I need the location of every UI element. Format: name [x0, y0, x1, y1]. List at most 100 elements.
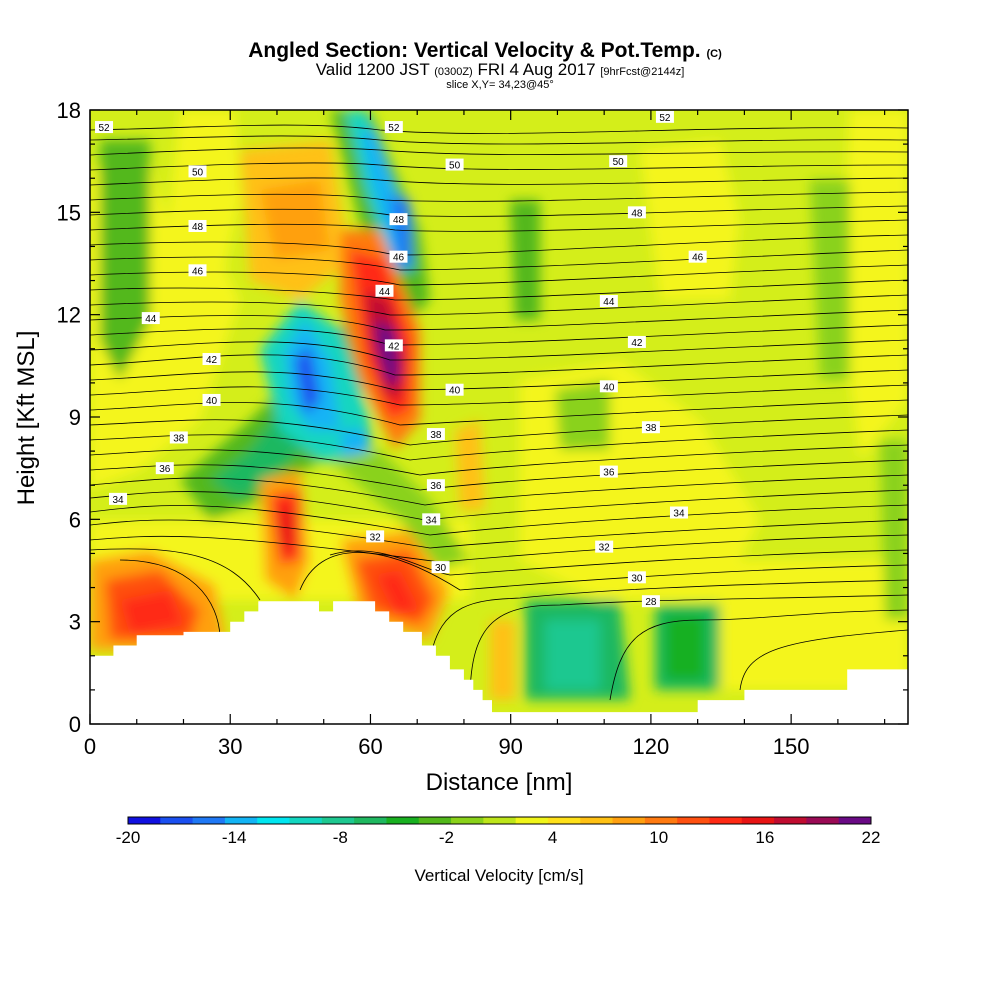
- colorbar-tick-label: 4: [548, 828, 557, 847]
- colorbar-swatch: [160, 817, 194, 824]
- x-tick-label: 150: [773, 734, 810, 759]
- svg-text:46: 46: [692, 253, 704, 264]
- colorbar-swatch: [644, 817, 678, 824]
- svg-text:32: 32: [370, 532, 382, 543]
- colorbar-swatch: [354, 817, 387, 824]
- svg-text:36: 36: [603, 468, 615, 479]
- theta-label: 38: [641, 421, 660, 434]
- x-tick-label: 60: [358, 734, 382, 759]
- svg-text:50: 50: [613, 157, 625, 168]
- svg-text:34: 34: [112, 495, 124, 506]
- colorbar-swatch: [451, 817, 484, 824]
- x-tick-label: 30: [218, 734, 242, 759]
- colorbar-tick-label: -14: [222, 828, 247, 847]
- y-tick-label: 9: [69, 405, 81, 430]
- colorbar-swatch: [128, 817, 161, 824]
- theta-label: 38: [169, 431, 188, 444]
- svg-text:38: 38: [173, 433, 185, 444]
- y-tick-label: 18: [57, 98, 81, 123]
- svg-text:52: 52: [388, 123, 400, 134]
- x-tick-label: 90: [498, 734, 522, 759]
- theta-label: 38: [426, 428, 445, 441]
- theta-label: 44: [599, 295, 618, 308]
- svg-text:28: 28: [645, 597, 657, 608]
- svg-text:40: 40: [603, 382, 615, 393]
- theta-label: 28: [641, 595, 660, 608]
- theta-label: 42: [384, 339, 403, 352]
- colorbar: [127, 816, 872, 825]
- y-tick-label: 15: [57, 200, 81, 225]
- theta-label: 52: [384, 121, 403, 134]
- theta-label: 34: [669, 506, 688, 520]
- svg-text:40: 40: [449, 386, 461, 397]
- theta-label: 42: [202, 353, 221, 366]
- svg-text:30: 30: [631, 573, 643, 584]
- colorbar-swatch: [547, 817, 581, 824]
- y-tick-label: 6: [69, 507, 81, 532]
- colorbar-tick-label: -2: [439, 828, 454, 847]
- x-axis-label: Distance [nm]: [426, 769, 573, 796]
- chart-slice-info: slice X,Y= 34,23@45°: [446, 79, 554, 91]
- colorbar-swatch: [192, 817, 226, 824]
- svg-text:46: 46: [192, 266, 204, 277]
- svg-text:48: 48: [631, 208, 643, 219]
- colorbar-tick-label: -8: [333, 828, 348, 847]
- y-tick-label: 0: [69, 712, 81, 737]
- colorbar-swatch: [257, 817, 291, 824]
- colorbar-swatch: [580, 817, 614, 824]
- theta-label: 48: [627, 206, 646, 219]
- y-tick-label: 12: [57, 303, 81, 328]
- theta-label: 42: [627, 335, 646, 349]
- svg-text:48: 48: [393, 215, 405, 226]
- y-axis-label: Height [Kft MSL]: [13, 331, 40, 506]
- chart-title: Angled Section: Vertical Velocity & Pot.…: [248, 39, 722, 62]
- chart-subtitle: Valid 1200 JST (0300Z) FRI 4 Aug 2017 [9…: [316, 60, 685, 79]
- terrain-mask: [90, 601, 908, 724]
- theta-contours: [90, 124, 908, 701]
- theta-label: 46: [688, 250, 707, 264]
- colorbar-frame: [127, 816, 872, 825]
- svg-text:50: 50: [192, 167, 204, 178]
- svg-text:38: 38: [645, 423, 657, 434]
- colorbar-tick-label: 16: [755, 828, 774, 847]
- plot-area: [90, 110, 908, 724]
- svg-text:48: 48: [192, 222, 204, 233]
- colorbar-swatch: [515, 817, 549, 824]
- svg-text:32: 32: [599, 543, 611, 554]
- theta-label: 34: [109, 492, 128, 506]
- svg-text:52: 52: [98, 123, 110, 134]
- y-tick-label: 3: [69, 610, 81, 635]
- x-tick-label: 0: [84, 734, 96, 759]
- svg-text:34: 34: [426, 515, 438, 526]
- colorbar-swatch: [806, 817, 840, 824]
- theta-label: 40: [202, 393, 221, 407]
- theta-labels: 52 50 48 46 44 42 40 38 36 34 52 50 48 46 44 42 40 38 36 34…: [95, 110, 707, 608]
- y-tick-labels: 0 3 6 9 12 15 18: [57, 98, 81, 737]
- colorbar-swatch: [418, 817, 452, 824]
- colorbar-tick-label: -20: [116, 828, 141, 847]
- theta-label: 32: [595, 540, 614, 554]
- colorbar-swatch: [838, 817, 872, 824]
- theta-label: 44: [375, 284, 394, 298]
- theta-label: 36: [599, 465, 618, 479]
- svg-text:36: 36: [430, 481, 442, 492]
- svg-text:42: 42: [206, 355, 218, 366]
- colorbar-swatch: [677, 817, 710, 824]
- svg-text:44: 44: [379, 287, 391, 298]
- colorbar-title: Vertical Velocity [cm/s]: [414, 866, 583, 885]
- theta-label: 50: [609, 155, 628, 168]
- colorbar-swatch: [612, 817, 646, 824]
- svg-text:46: 46: [393, 253, 405, 264]
- svg-text:40: 40: [206, 396, 218, 407]
- theta-label: 44: [141, 312, 160, 325]
- theta-label: 50: [445, 158, 464, 172]
- theta-label: 46: [389, 250, 408, 264]
- svg-text:44: 44: [603, 297, 615, 308]
- x-tick-label: 120: [633, 734, 670, 759]
- theta-label: 52: [95, 121, 114, 134]
- svg-text:36: 36: [159, 464, 171, 475]
- theta-label: 48: [389, 213, 408, 226]
- svg-text:34: 34: [673, 509, 685, 520]
- theta-label: 46: [188, 264, 207, 277]
